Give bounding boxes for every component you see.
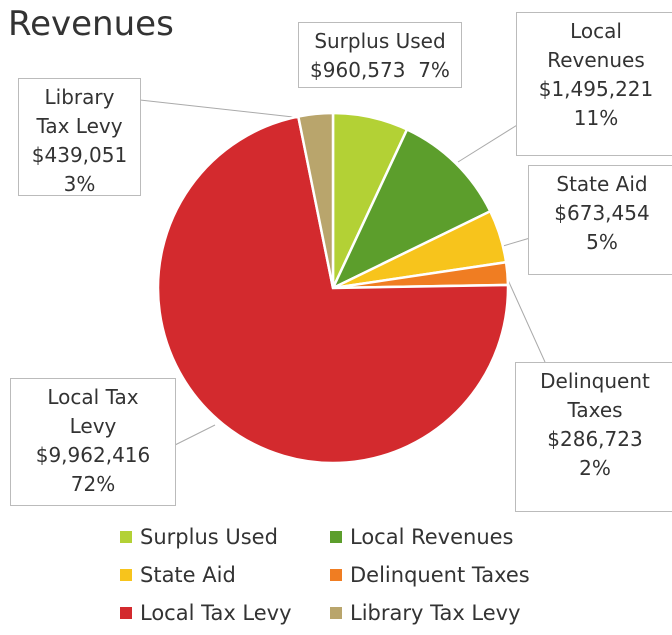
label-value: $1,495,221	[538, 77, 654, 101]
slice	[296, 111, 335, 289]
legend-label: Surplus Used	[140, 525, 278, 549]
legend-label: Delinquent Taxes	[350, 563, 530, 587]
legend-label: State Aid	[140, 563, 236, 587]
label-name: Local Revenues	[547, 19, 645, 72]
label-percent: 2%	[579, 456, 611, 480]
leader-line	[174, 424, 216, 446]
slices	[156, 111, 510, 465]
label-value: $9,962,416	[35, 443, 151, 467]
legend-label: Library Tax Levy	[350, 601, 521, 625]
leader-line	[139, 99, 303, 119]
chart-title: Revenues	[8, 4, 174, 44]
label-percent: 3%	[63, 172, 96, 196]
data-label: Local Revenues $1,495,221 11%	[516, 12, 672, 156]
label-name: Library Tax Levy	[36, 85, 123, 138]
leader-line	[502, 237, 531, 247]
leader-line	[457, 121, 523, 163]
legend-swatch	[120, 531, 132, 543]
legend-swatch	[120, 607, 132, 619]
label-name: Surplus Used	[314, 29, 446, 53]
label-percent: 5%	[586, 230, 618, 254]
legend-item: Local Revenues	[330, 525, 514, 549]
data-label: State Aid $673,454 5%	[528, 165, 672, 275]
legend-item: Library Tax Levy	[330, 601, 521, 625]
legend-label: Local Revenues	[350, 525, 514, 549]
label-percent: 11%	[573, 106, 619, 130]
legend-label: Local Tax Levy	[140, 601, 292, 625]
label-percent: 7%	[418, 58, 450, 82]
legend-swatch	[120, 569, 132, 581]
data-label: Local Tax Levy $9,962,416 72%	[10, 378, 176, 506]
data-label: Library Tax Levy $439,051 3%	[18, 78, 141, 196]
leader-line	[507, 279, 546, 363]
slice	[330, 127, 492, 291]
legend-item: Local Tax Levy	[120, 601, 292, 625]
data-label: Delinquent Taxes $286,723 2%	[515, 362, 672, 512]
label-value: $673,454	[554, 201, 650, 225]
label-value: $286,723	[547, 427, 643, 451]
label-percent: 72%	[70, 472, 116, 496]
leader-lines	[139, 99, 546, 446]
label-name: Local Tax Levy	[47, 385, 139, 438]
legend-swatch	[330, 569, 342, 581]
label-name: State Aid	[556, 172, 648, 196]
data-label: Surplus Used $960,573 7%	[298, 22, 462, 88]
legend-item: Surplus Used	[120, 525, 278, 549]
label-value: $960,573	[310, 58, 406, 82]
legend-item: State Aid	[120, 563, 236, 587]
legend-swatch	[330, 531, 342, 543]
slice	[156, 115, 510, 465]
legend-item: Delinquent Taxes	[330, 563, 530, 587]
label-name: Delinquent Taxes	[540, 369, 650, 422]
legend-swatch	[330, 607, 342, 619]
label-value: $439,051	[31, 143, 128, 167]
